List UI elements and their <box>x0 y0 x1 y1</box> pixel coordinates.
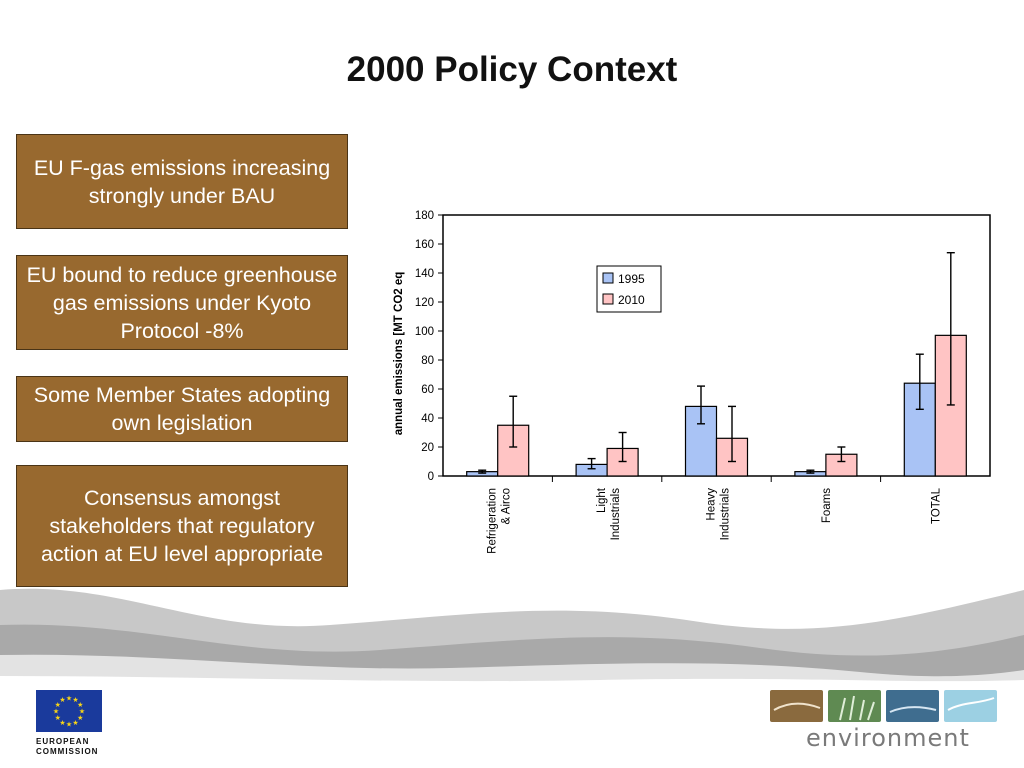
bar-1995 <box>684 405 718 477</box>
y-tick-label: 120 <box>415 297 434 309</box>
x-tick-label: Refrigeration & Airco <box>487 488 513 554</box>
x-tick-label: TOTAL <box>930 487 942 524</box>
y-tick-label: 60 <box>421 384 434 396</box>
y-tick-label: 140 <box>415 268 434 280</box>
legend-label-1995: 1995 <box>618 272 645 286</box>
eu-star-icon: ★ <box>72 719 78 727</box>
decorative-waves <box>0 588 1024 690</box>
y-tick-label: 40 <box>421 413 434 425</box>
legend-swatch-1995 <box>602 272 614 284</box>
env-tile-sky <box>944 690 997 722</box>
eu-star-icon: ★ <box>77 701 83 709</box>
eu-star-icon: ★ <box>55 701 61 709</box>
eu-star-icon: ★ <box>55 714 61 722</box>
x-tick-label: Foams <box>821 488 833 523</box>
y-tick-label: 80 <box>421 355 434 367</box>
eu-label-line2: COMMISSION <box>36 747 99 756</box>
eu-star-icon: ★ <box>66 695 72 703</box>
eu-star-icon: ★ <box>59 719 65 727</box>
context-box-member-states: Some Member States adopting own legislat… <box>16 376 348 442</box>
env-tile-earth <box>770 690 823 722</box>
y-axis-label: annual emissions [MT CO2 eq <box>393 272 405 436</box>
eu-star-icon: ★ <box>79 708 85 716</box>
context-box-kyoto: EU bound to reduce greenhouse gas emissi… <box>16 255 348 350</box>
eu-flag-logo: ★ ★★★★★★★★★★★ <box>36 690 102 732</box>
y-tick-label: 0 <box>428 471 434 483</box>
env-tile-water <box>886 690 939 722</box>
x-tick-label: Heavy Industrials <box>706 488 732 541</box>
legend-label-2010: 2010 <box>618 293 645 307</box>
environment-label: environment <box>806 724 970 752</box>
eu-star-icon: ★ <box>59 696 65 704</box>
emissions-bar-chart: 0 20 40 60 80 100 120 140 160 180 annual emissions… <box>393 210 991 554</box>
y-tick-label: 160 <box>415 239 434 251</box>
slide-title: 2000 Policy Context <box>346 50 678 89</box>
eu-star-icon: ★ <box>77 714 83 722</box>
x-tick-label: Light Industrials <box>596 487 622 540</box>
context-box-text: EU bound to reduce greenhouse gas emissi… <box>26 262 338 343</box>
eu-star-icon: ★ <box>66 721 72 729</box>
legend-swatch-2010 <box>602 293 614 305</box>
environment-logo-tiles <box>770 690 997 722</box>
y-tick-label: 100 <box>415 326 434 338</box>
context-box-text: EU F-gas emissions increasing strongly u… <box>33 155 331 208</box>
context-box-text: Consensus amongst stakeholders that regu… <box>40 486 324 566</box>
context-box-bau: EU F-gas emissions increasing strongly u… <box>16 134 348 229</box>
eu-star-icon: ★ <box>53 708 59 716</box>
eu-star-icon: ★ <box>72 696 78 704</box>
eu-label-line1: EUROPEAN <box>36 737 90 746</box>
y-tick-label: 180 <box>415 210 434 222</box>
context-box-consensus: Consensus amongst stakeholders that regu… <box>16 465 348 587</box>
y-tick-label: 20 <box>421 442 434 454</box>
context-box-text: Some Member States adopting own legislat… <box>33 383 331 435</box>
